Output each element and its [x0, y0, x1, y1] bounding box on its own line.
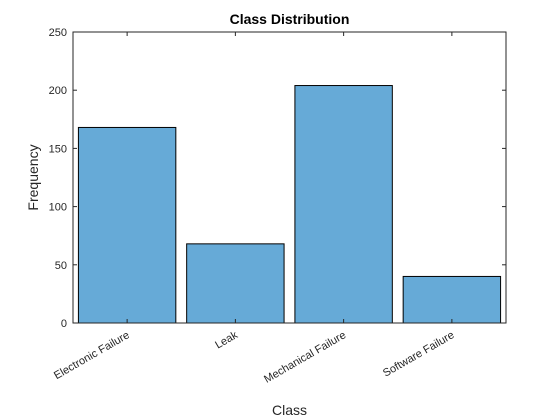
- y-axis-label: Frequency: [25, 144, 41, 210]
- y-tick-label-1: 50: [55, 260, 67, 272]
- plot-frame: [72, 31, 507, 324]
- bar-1: [186, 243, 285, 324]
- y-tick-label-5: 250: [49, 27, 67, 39]
- bar-2: [294, 85, 393, 324]
- x-tick-label-1: Leak: [213, 329, 240, 352]
- x-tick-label-3: Software Failure: [381, 329, 456, 379]
- bar-3: [402, 275, 502, 324]
- y-tick-label-0: 0: [61, 318, 67, 330]
- x-axis-label: Class: [272, 402, 307, 418]
- bar-0: [77, 126, 177, 324]
- y-tick-label-3: 150: [49, 143, 67, 155]
- chart-title: Class Distribution: [230, 11, 350, 27]
- x-tick-label-2: Mechanical Failure: [262, 329, 348, 386]
- y-tick-label-4: 200: [49, 85, 67, 97]
- bars-group: [77, 85, 502, 324]
- y-tick-label-2: 100: [49, 202, 67, 214]
- x-tick-label-0: Electronic Failure: [52, 329, 132, 382]
